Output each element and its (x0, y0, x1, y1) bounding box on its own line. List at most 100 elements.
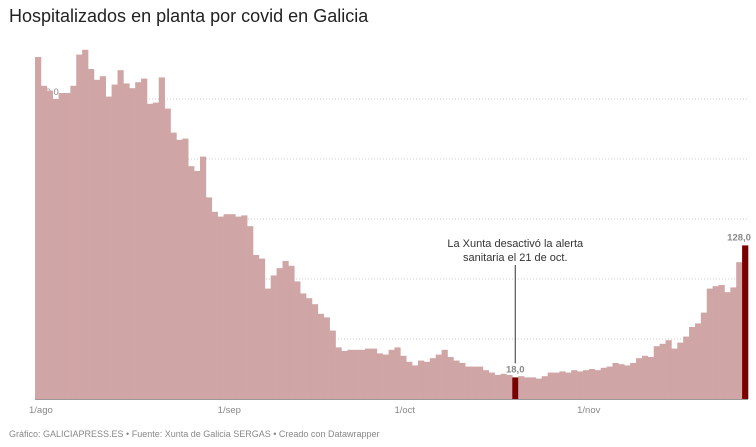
bar (423, 361, 431, 399)
bar (317, 313, 325, 399)
bar (412, 365, 419, 399)
bar (671, 348, 678, 399)
bar (565, 372, 572, 399)
highlight-bar (512, 377, 519, 399)
bar (76, 54, 83, 399)
bar (736, 262, 743, 399)
bar (323, 317, 330, 399)
bar (58, 93, 65, 399)
bar (559, 371, 566, 399)
bar (653, 346, 660, 399)
bar (235, 216, 242, 399)
bar (547, 372, 554, 399)
bar (583, 370, 590, 399)
bar (571, 370, 578, 399)
annotation-text-line2: sanitaria el 21 de oct. (463, 252, 568, 264)
bar (518, 376, 525, 399)
bar (541, 376, 548, 399)
bar (553, 372, 560, 399)
bar (70, 85, 77, 400)
bar (258, 258, 266, 399)
bar (276, 268, 283, 399)
bar (718, 285, 725, 399)
bar (418, 360, 425, 399)
bar (406, 361, 413, 399)
bar (294, 281, 301, 399)
bar (689, 327, 696, 399)
bar (600, 367, 607, 399)
bar (382, 354, 389, 399)
bar (506, 375, 513, 399)
bar (694, 323, 702, 399)
bar (329, 330, 336, 399)
bar (211, 211, 218, 399)
bar (429, 358, 436, 399)
bar (535, 378, 543, 399)
bar (471, 366, 478, 399)
bar (93, 79, 101, 400)
bar (335, 347, 342, 399)
bar (488, 372, 495, 399)
bar (152, 102, 160, 399)
x-tick-label: 1/sep (218, 405, 241, 416)
bar (141, 78, 148, 399)
bar (724, 292, 731, 399)
bar (612, 363, 619, 399)
annotation-text-line1: La Xunta desactivó la alerta (447, 238, 584, 250)
bar (123, 83, 130, 400)
bar (46, 90, 53, 399)
bar (229, 214, 236, 399)
bar (618, 364, 625, 399)
bar (524, 377, 531, 399)
bar (706, 288, 713, 399)
bar (105, 96, 112, 399)
bar (164, 108, 171, 399)
bar (624, 365, 631, 399)
bar (677, 342, 684, 399)
bar (435, 354, 442, 399)
bar (82, 49, 89, 400)
bar (288, 265, 295, 399)
x-tick-label: 1/nov (577, 405, 600, 416)
data-label: 128,0 (727, 232, 751, 243)
bar (482, 370, 490, 399)
bar (636, 358, 643, 399)
bar (588, 369, 596, 399)
bar (35, 57, 42, 399)
bar (188, 166, 195, 399)
bar (577, 371, 584, 399)
bar (135, 82, 142, 399)
bar (700, 312, 708, 399)
chart-title: Hospitalizados en planta por covid en Ga… (9, 6, 369, 26)
bar (459, 363, 466, 399)
highlight-bar (742, 245, 749, 399)
bar (194, 171, 201, 399)
bar (40, 85, 48, 400)
bar (647, 357, 655, 399)
bar (282, 261, 289, 399)
bar (494, 375, 501, 399)
bar (217, 216, 224, 399)
bar (146, 103, 154, 400)
bar (241, 215, 248, 399)
bar (453, 360, 460, 399)
bar (529, 377, 537, 399)
bar (441, 349, 448, 399)
bar (465, 366, 472, 399)
bar (52, 99, 59, 399)
bar (370, 348, 378, 399)
bar (88, 69, 95, 399)
bar (364, 348, 372, 399)
bar (447, 357, 454, 399)
bar (205, 197, 213, 399)
bar (606, 366, 613, 399)
bar (594, 370, 601, 399)
bar (306, 298, 313, 399)
bar (476, 366, 484, 399)
bar (683, 336, 690, 399)
bar (170, 132, 177, 399)
bar (311, 304, 319, 399)
bar (111, 84, 118, 399)
